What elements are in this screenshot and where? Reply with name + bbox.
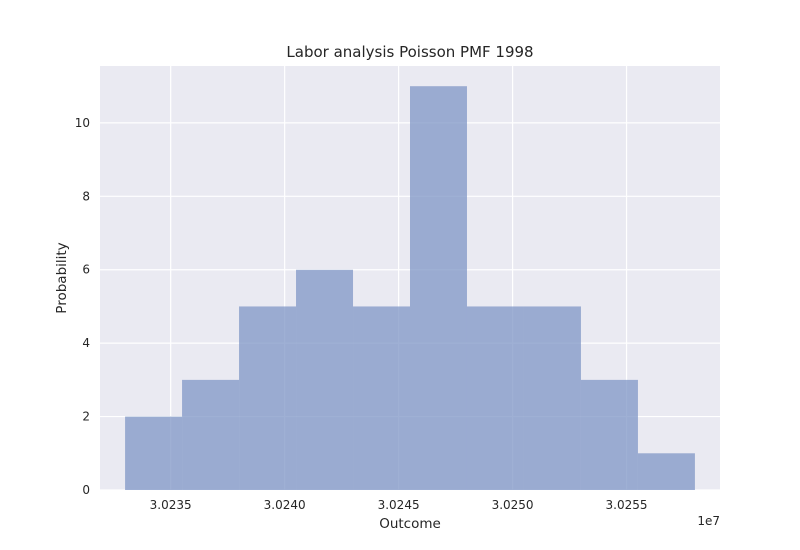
histogram-bars [125,86,695,490]
histogram-bar [410,86,467,490]
y-tick-label: 0 [82,483,90,497]
x-axis-label: Outcome [379,516,441,532]
y-axis-label: Probability [54,242,70,313]
x-tick-label: 3.0255 [606,498,648,512]
x-axis-ticks: 3.0235 3.0240 3.0245 3.0250 3.0255 [150,498,648,512]
x-tick-label: 3.0235 [150,498,192,512]
histogram-bar [580,379,638,490]
histogram-bar [637,453,695,490]
histogram-bar [296,269,354,490]
histogram-bar [353,306,410,490]
histogram-bar [466,306,524,490]
y-tick-label: 8 [82,189,90,203]
y-axis-ticks: 0 2 4 6 8 10 [75,116,90,497]
x-tick-label: 3.0250 [492,498,534,512]
histogram-bar [239,306,297,490]
histogram-bar [523,306,581,490]
y-tick-label: 6 [82,263,90,277]
y-tick-label: 10 [75,116,90,130]
x-axis-offset-label: 1e7 [697,514,720,528]
histogram-bar [182,379,240,490]
histogram-bar [125,416,183,490]
x-tick-label: 3.0240 [264,498,306,512]
y-tick-label: 2 [82,410,90,424]
x-tick-label: 3.0245 [378,498,420,512]
chart-title: Labor analysis Poisson PMF 1998 [286,43,533,61]
y-tick-label: 4 [82,336,90,350]
